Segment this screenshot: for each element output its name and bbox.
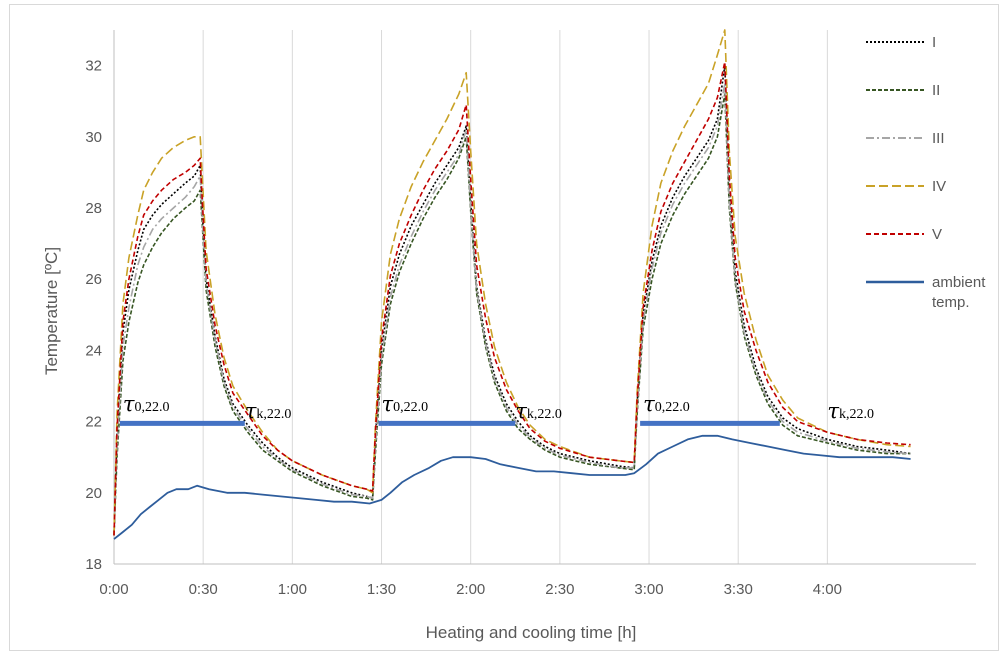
x-tick-label: 0:30 (189, 581, 218, 598)
y-tick-label: 20 (85, 485, 102, 502)
x-axis-title: Heating and cooling time [h] (426, 623, 637, 642)
x-tick-label: 4:00 (813, 581, 842, 598)
tau-annotation: τ0,22.0 (643, 392, 690, 416)
y-tick-label: 28 (85, 200, 102, 217)
tau-annotation: τk,22.0 (827, 399, 874, 423)
x-tick-label: 2:00 (456, 581, 485, 598)
series-line-4 (113, 29, 911, 536)
legend-label-6: ambient temp. (932, 274, 986, 311)
legend-label-2: II (932, 82, 940, 99)
x-tick-label: 1:00 (278, 581, 307, 598)
tau-annotation: τk,22.0 (245, 399, 292, 423)
legend-label-5: V (932, 226, 942, 243)
x-axis (113, 30, 976, 565)
y-tick-label: 26 (85, 271, 102, 288)
x-tick-label: 0:00 (99, 581, 128, 598)
y-tick-label: 30 (85, 129, 102, 146)
y-tick-label: 24 (85, 342, 102, 359)
tau-annotation: τ0,22.0 (123, 392, 170, 416)
legend-label-4: IV (932, 178, 946, 195)
x-tick-label: 3:00 (634, 581, 663, 598)
tau-annotation: τk,22.0 (515, 399, 562, 423)
x-tick-label: 3:30 (724, 581, 753, 598)
legend-label-1: I (932, 34, 936, 51)
y-tick-label: 22 (85, 414, 102, 431)
legend-label-3: III (932, 130, 945, 147)
series-line-2 (113, 93, 911, 536)
x-tick-label: 2:30 (545, 581, 574, 598)
y-axis-title: Temperature [ºC] (42, 247, 61, 375)
series-line-6 (113, 434, 911, 540)
annotations: τ0,22.0 τk,22.0 τ0,22.0 τk,22.0 τ0,22.0 τk,22… (123, 392, 874, 423)
series-line-3 (113, 82, 911, 536)
gridlines (202, 30, 828, 564)
tau-annotation: τ0,22.0 (382, 392, 429, 416)
series-line-5 (113, 61, 911, 536)
y-tick-label: 18 (85, 556, 102, 573)
y-axis-ticks: 18 20 22 24 26 28 30 32 (85, 58, 102, 573)
x-axis-ticks: 0:00 0:30 1:00 1:30 2:00 2:30 3:00 3:30 4:00 (99, 581, 842, 598)
x-tick-label: 1:30 (367, 581, 396, 598)
series-line-1 (113, 64, 911, 536)
y-tick-label: 32 (85, 58, 102, 75)
series-lines (113, 29, 911, 540)
chart-frame (9, 4, 999, 651)
